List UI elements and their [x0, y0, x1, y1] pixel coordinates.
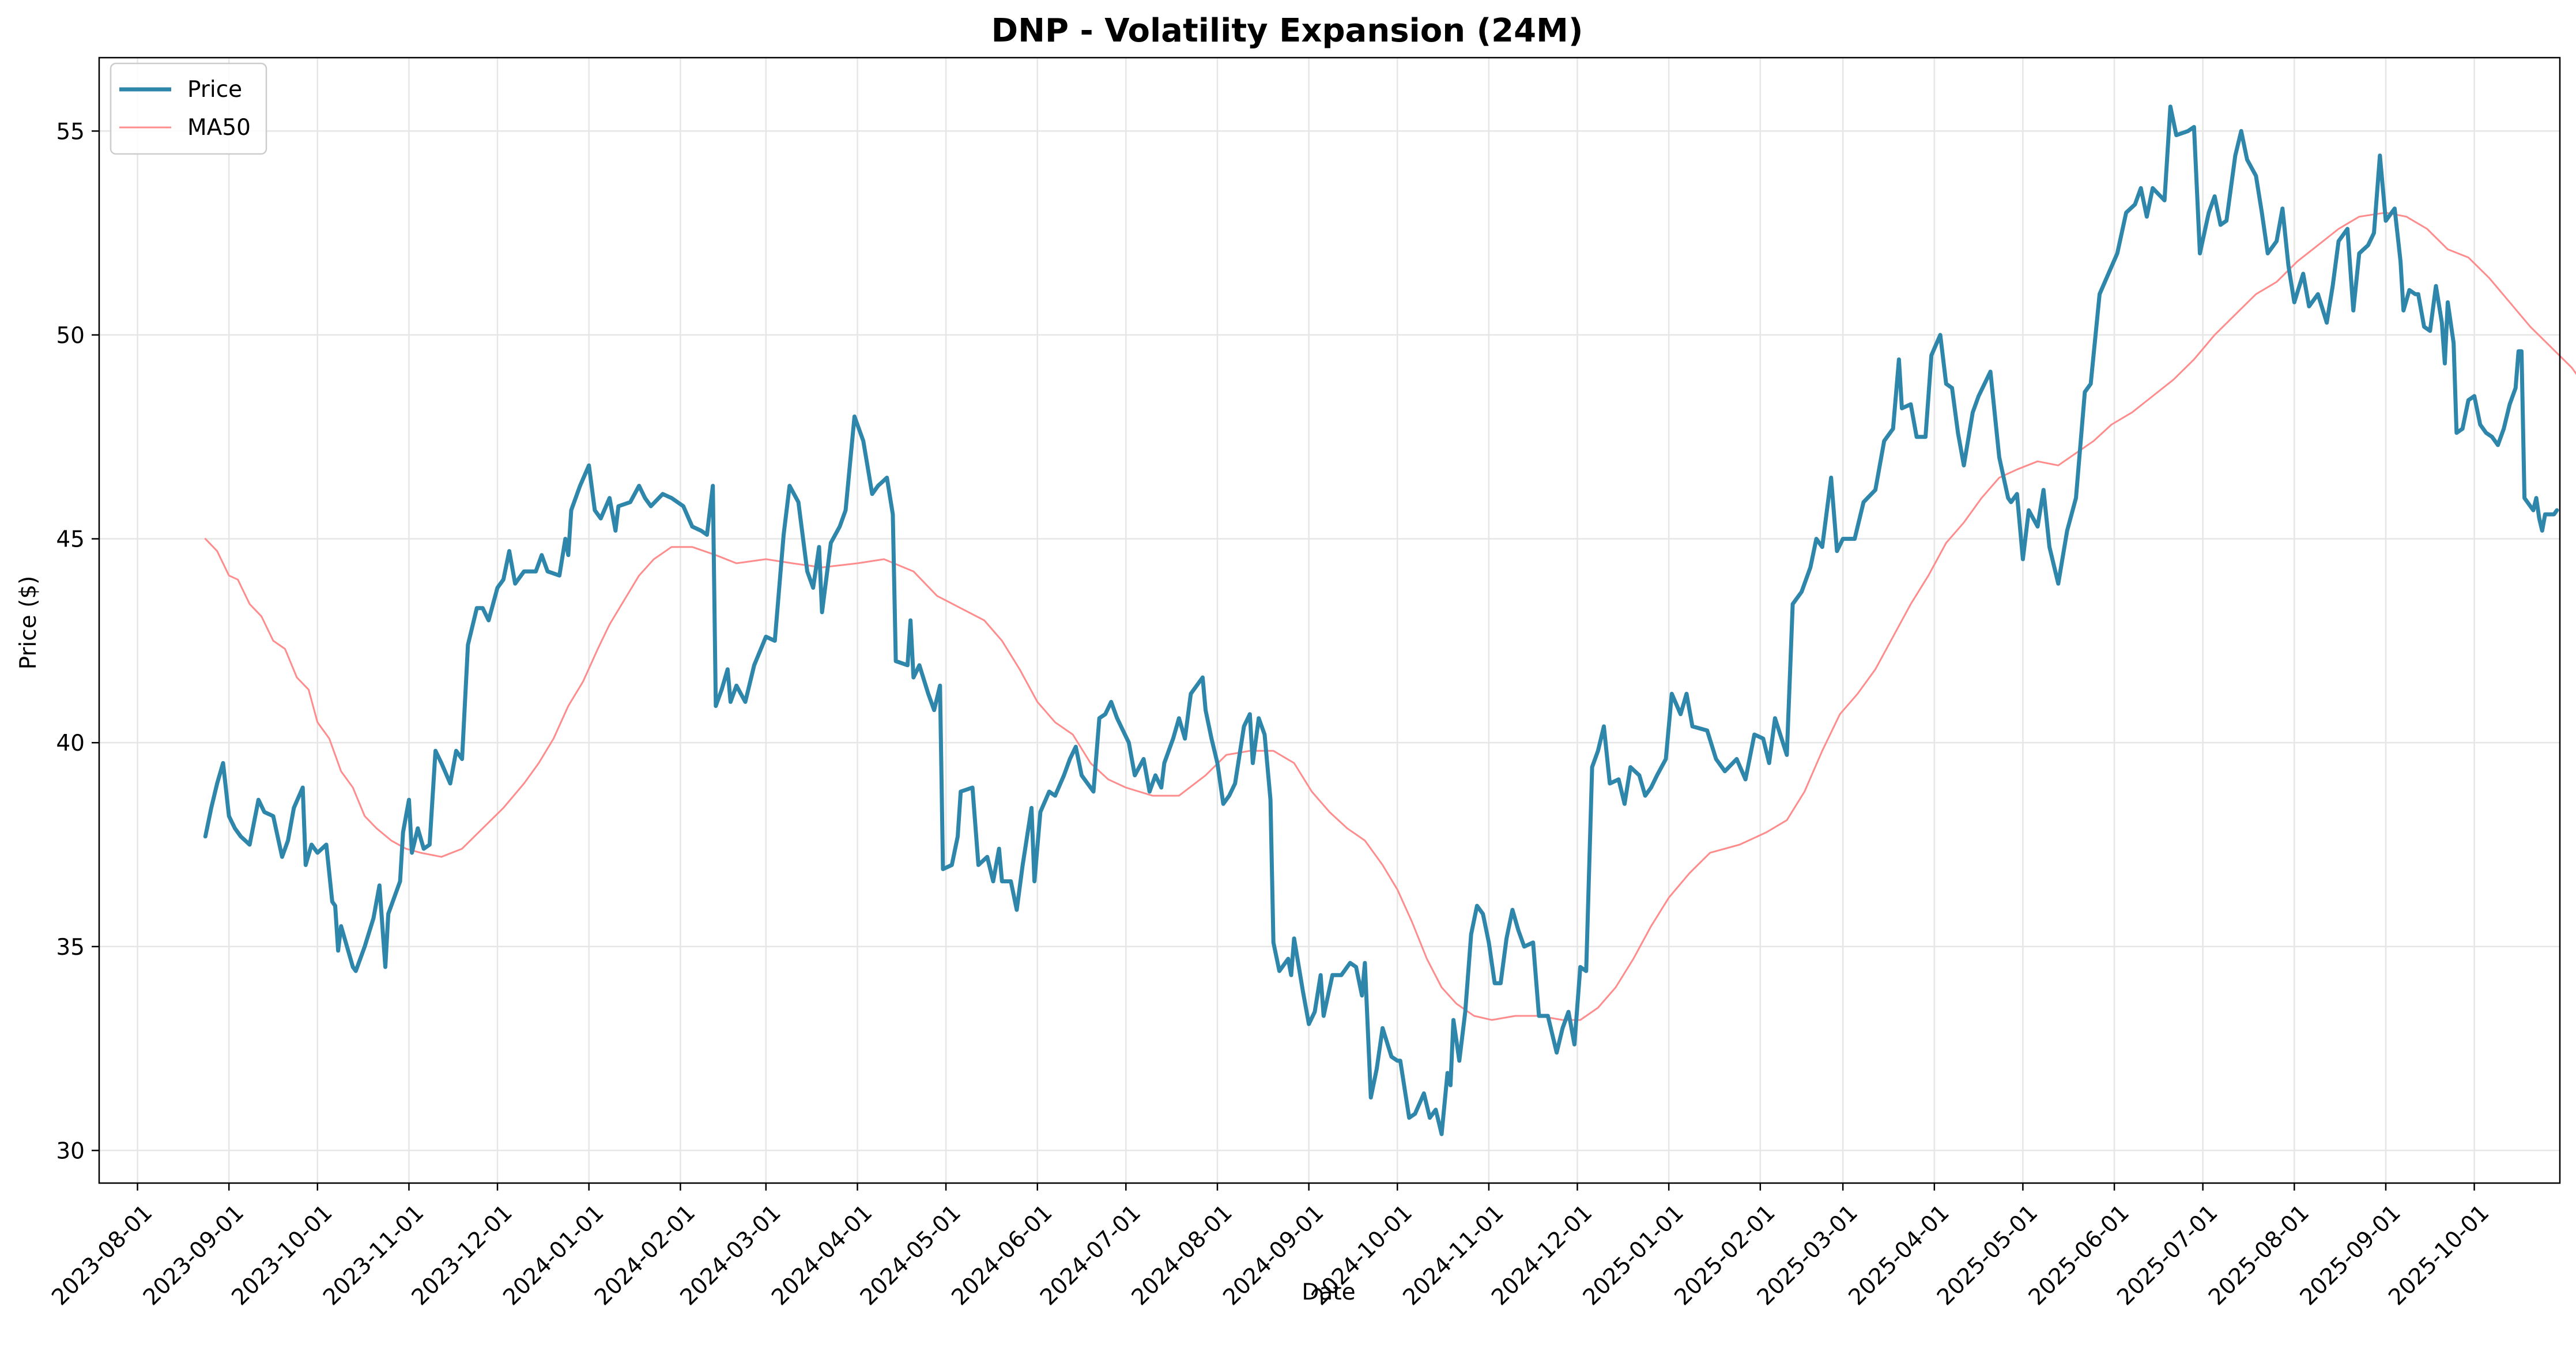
y-tick-label: 40 — [56, 730, 85, 756]
legend: Price MA50 — [110, 62, 267, 155]
y-tick-label: 45 — [56, 527, 85, 553]
legend-label-price: Price — [187, 77, 242, 103]
series-line-price — [203, 104, 2559, 1136]
y-tick-label: 50 — [56, 323, 85, 349]
series-layer — [203, 104, 2576, 1136]
chart-title: DNP - Volatility Expansion (24M) — [991, 12, 1583, 50]
y-tick-label: 30 — [56, 1138, 85, 1164]
y-axis-label: Price ($) — [16, 576, 42, 670]
y-tick-label: 55 — [56, 119, 85, 145]
x-axis-label: Date — [1302, 1279, 1355, 1305]
legend-label-ma50: MA50 — [187, 115, 251, 141]
y-tick-label: 35 — [56, 935, 85, 961]
legend-box — [110, 62, 267, 155]
plot-frame — [98, 57, 2561, 1184]
grid — [99, 58, 2560, 1183]
series-line-ma50 — [204, 212, 2576, 1021]
